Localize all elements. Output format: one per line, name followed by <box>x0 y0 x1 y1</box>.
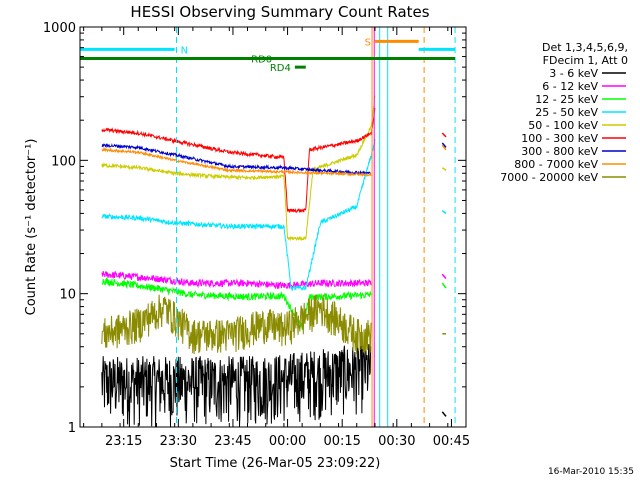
axes-layer: 23:15 23:30 23:45 00:00 00:15 00:30 00:45 1 10 10… <box>43 21 470 449</box>
legend-header-1: FDecim 1, Att 0 <box>543 54 628 67</box>
y-tick-label-2: 100 <box>51 154 76 169</box>
plot-frame <box>79 26 467 428</box>
flag-label-1: RD0 <box>251 55 272 66</box>
series-line-post-7 <box>441 144 447 151</box>
series-line-post-1 <box>441 273 447 279</box>
series-line-3 <box>101 138 376 291</box>
series-line-post-5 <box>441 132 447 138</box>
series-line-4 <box>101 95 376 242</box>
chart-title: HESSI Observing Summary Count Rates <box>130 3 429 21</box>
series-line-post-4 <box>441 167 447 172</box>
series-line-2 <box>101 276 372 330</box>
legend-label-4: 50 - 100 keV <box>528 119 598 132</box>
x-tick-label-1: 23:30 <box>160 434 197 449</box>
y-axis-label: Count Rate (s⁻¹ detector⁻¹) <box>24 139 39 316</box>
series-line-7 <box>101 146 372 178</box>
legend-label-0: 3 - 6 keV <box>549 67 598 80</box>
x-tick-label-3: 00:00 <box>269 434 306 449</box>
series-line-post-3 <box>441 210 447 214</box>
legend-label-5: 100 - 300 keV <box>521 132 598 145</box>
x-tick-label-5: 00:30 <box>378 434 415 449</box>
legend-label-7: 800 - 7000 keV <box>514 158 598 171</box>
legend: Det 1,3,4,5,6,9,FDecim 1, Att 03 - 6 keV… <box>500 41 628 184</box>
legend-label-8: 7000 - 20000 keV <box>500 171 598 184</box>
legend-label-6: 300 - 800 keV <box>521 145 598 158</box>
series-line-6 <box>101 143 372 176</box>
legend-label-1: 6 - 12 keV <box>542 80 598 93</box>
flag-label-3: S <box>365 37 371 48</box>
series-line-post-0 <box>441 411 447 417</box>
flag-label-0: N <box>181 45 188 56</box>
y-tick-label-3: 1000 <box>43 21 76 36</box>
x-tick-label-4: 00:15 <box>323 434 360 449</box>
x-axis-label: Start Time (26-Mar-05 23:09:22) <box>170 456 381 471</box>
x-tick-label-0: 23:15 <box>105 434 142 449</box>
series-line-5 <box>101 108 376 214</box>
y-tick-label-1: 10 <box>59 288 76 303</box>
series-line-post-2 <box>441 282 447 289</box>
series-line-0 <box>101 342 372 428</box>
y-tick-label-0: 1 <box>68 421 76 436</box>
series-line-1 <box>101 270 372 290</box>
legend-header-0: Det 1,3,4,5,6,9, <box>542 41 628 54</box>
plot-data-layer <box>101 95 447 428</box>
x-tick-label-2: 23:45 <box>214 434 251 449</box>
legend-label-3: 25 - 50 keV <box>535 106 598 119</box>
footer-timestamp: 16-Mar-2010 15:35 <box>548 467 634 477</box>
flag-label-2: RD4 <box>270 63 291 74</box>
series-line-8 <box>101 294 372 355</box>
x-tick-label-6: 00:45 <box>433 434 470 449</box>
series-line-post-6 <box>441 142 447 148</box>
legend-label-2: 12 - 25 keV <box>535 93 598 106</box>
